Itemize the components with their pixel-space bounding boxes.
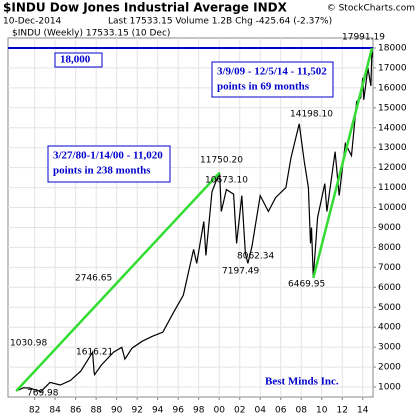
x-tick-label: 02 — [234, 406, 245, 416]
x-tick-label: 92 — [131, 406, 142, 416]
label-box — [47, 145, 171, 183]
trendline-label: points in 69 months — [217, 81, 310, 93]
point-annotation: 2746.65 — [75, 274, 112, 284]
y-tick-label: 3000 — [378, 343, 401, 353]
x-tick-label: 10 — [316, 406, 328, 416]
x-tick-label: 00 — [213, 406, 225, 416]
price-line — [15, 48, 373, 393]
y-tick-label: 5000 — [378, 303, 401, 313]
x-tick-label: 94 — [152, 406, 164, 416]
point-annotation: 8062.34 — [237, 252, 274, 262]
point-annotation: 17991.19 — [342, 33, 385, 43]
y-tick-label: 16000 — [378, 83, 407, 93]
reference-label: 18,000 — [60, 54, 91, 66]
y-tick-label: 14000 — [378, 123, 407, 133]
y-tick-label: 6000 — [378, 283, 401, 293]
trendline-label: 3/27/80-1/14/00 - 11,020 — [53, 150, 163, 162]
point-annotation: 10673.10 — [205, 176, 248, 186]
x-tick-label: 14 — [357, 406, 369, 416]
footer: Best Minds Inc. — [265, 376, 339, 388]
y-tick-label: 12000 — [378, 163, 407, 173]
x-tick-label: 90 — [111, 406, 123, 416]
y-tick-label: 10000 — [378, 203, 407, 213]
y-tick-label: 13000 — [378, 143, 407, 153]
y-tick-label: 2000 — [378, 363, 401, 373]
x-tick-label: 04 — [254, 406, 266, 416]
legend-label: $INDU (Weekly) 17533.15 (10 Dec) — [12, 29, 170, 39]
y-tick-label: 8000 — [378, 243, 401, 253]
quote: Last 17533.15 Volume 1.2B Chg -425.64 (-… — [108, 17, 332, 27]
point-annotation: 14198.10 — [290, 110, 333, 120]
chart-title: $INDU Dow Jones Industrial Average INDX — [3, 1, 288, 15]
label-box — [54, 52, 103, 68]
x-tick-label: 84 — [49, 406, 61, 416]
x-tick-label: 98 — [193, 406, 205, 416]
trendline — [15, 171, 221, 392]
y-tick-label: 1000 — [378, 383, 401, 393]
y-tick-label: 15000 — [378, 103, 407, 113]
x-tick-label: 12 — [337, 406, 348, 416]
y-tick-label: 4000 — [378, 323, 401, 333]
y-tick-label: 17000 — [378, 63, 407, 73]
plot-frame — [7, 37, 374, 398]
y-tick-label: 18000 — [378, 43, 407, 53]
point-annotation: 7197.49 — [222, 267, 259, 277]
x-tick-label: 06 — [275, 406, 287, 416]
x-tick-label: 82 — [29, 406, 40, 416]
x-tick-label: 86 — [70, 406, 82, 416]
y-tick-label: 9000 — [378, 223, 401, 233]
point-annotation: 1616.21 — [76, 348, 113, 358]
trendline — [312, 47, 374, 279]
y-tick-label: 7000 — [378, 263, 401, 273]
point-annotation: 11750.20 — [200, 156, 243, 166]
label-box — [211, 61, 334, 98]
point-annotation: 6469.95 — [288, 280, 325, 290]
x-tick-label: 88 — [90, 406, 102, 416]
x-tick-label: 08 — [296, 406, 308, 416]
source: © StockCharts.com — [327, 4, 415, 14]
x-tick-label: 96 — [172, 406, 184, 416]
y-tick-label: 11000 — [378, 183, 407, 193]
trendline-label: points in 238 months — [53, 165, 151, 177]
trendline-label: 3/9/09 - 12/5/14 - 11,502 — [217, 66, 327, 78]
point-annotation: 769.98 — [27, 389, 59, 399]
date: 10-Dec-2014 — [3, 17, 62, 27]
point-annotation: 1030.98 — [10, 339, 47, 349]
